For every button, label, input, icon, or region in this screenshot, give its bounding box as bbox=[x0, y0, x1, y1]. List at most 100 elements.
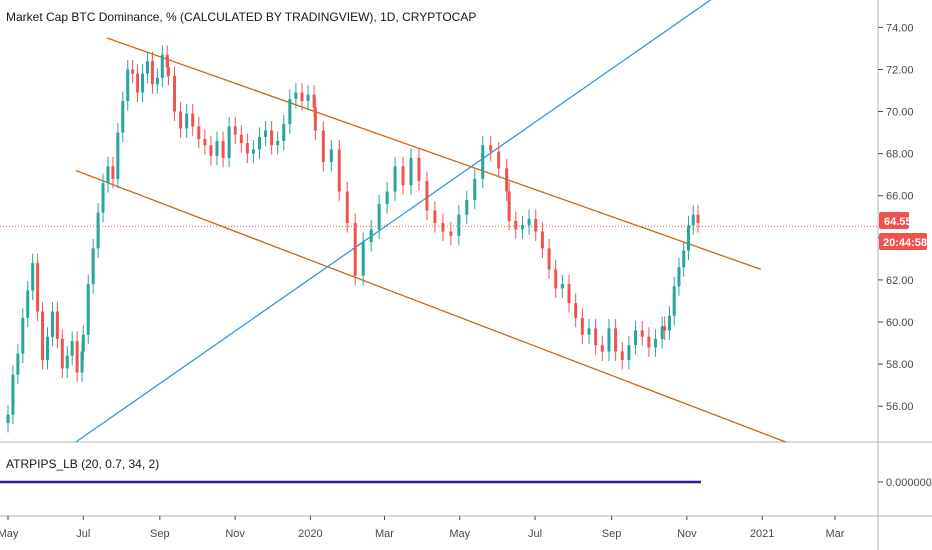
candle-body bbox=[111, 166, 115, 179]
x-tick-label: May bbox=[449, 528, 470, 540]
y-tick-label: 56.00 bbox=[886, 401, 914, 413]
candle-body bbox=[567, 284, 571, 304]
y-tick-label: 60.00 bbox=[886, 317, 914, 329]
candle-body bbox=[634, 330, 638, 346]
candle-body bbox=[36, 263, 40, 312]
candle-body bbox=[264, 130, 268, 137]
candle-body bbox=[534, 218, 538, 232]
candle-body bbox=[682, 250, 686, 268]
candle-body bbox=[91, 248, 95, 285]
candle-body bbox=[179, 111, 183, 129]
candle-body bbox=[21, 317, 25, 354]
candle-body bbox=[672, 286, 676, 316]
candle-body bbox=[580, 317, 584, 335]
candle-body bbox=[166, 67, 170, 76]
candle-body bbox=[306, 94, 310, 102]
candle-body bbox=[233, 126, 237, 135]
candle-body bbox=[221, 141, 225, 158]
candle-body bbox=[401, 166, 405, 186]
candle-body bbox=[86, 284, 90, 335]
candle-body bbox=[203, 138, 207, 146]
candle-body bbox=[70, 340, 74, 356]
candle-body bbox=[417, 157, 421, 182]
candle-body bbox=[507, 191, 511, 221]
candle-body bbox=[294, 92, 298, 99]
candle-body bbox=[600, 345, 604, 352]
candle-body bbox=[660, 326, 664, 339]
x-tick-label: Mar bbox=[826, 528, 845, 540]
candle-body bbox=[385, 191, 389, 205]
candle-body bbox=[361, 242, 365, 276]
x-tick-label: Jul bbox=[528, 528, 542, 540]
candle-body bbox=[329, 149, 333, 163]
candle-body bbox=[141, 73, 145, 93]
candle-body bbox=[667, 315, 671, 331]
candle-body bbox=[300, 92, 304, 102]
y-tick-label: 62.00 bbox=[886, 275, 914, 287]
candle-body bbox=[520, 225, 524, 230]
indicator-title[interactable]: ATRPIPS_LB (20, 0.7, 34, 2) bbox=[6, 457, 159, 471]
candle-body bbox=[185, 113, 189, 129]
candle-body bbox=[560, 284, 564, 289]
candle-body bbox=[409, 157, 413, 186]
candle-body bbox=[11, 374, 15, 415]
candle-body bbox=[65, 355, 69, 369]
y-axis[interactable]: 56.0058.0060.0062.0064.0066.0068.0070.00… bbox=[878, 22, 914, 413]
candle-body bbox=[270, 130, 274, 146]
candle-body bbox=[101, 183, 105, 213]
candle-body bbox=[209, 145, 213, 156]
x-tick-label: Jul bbox=[76, 528, 90, 540]
candle-body bbox=[594, 328, 598, 346]
x-tick-label: 2021 bbox=[750, 528, 774, 540]
y-tick-label: 72.00 bbox=[886, 64, 914, 76]
x-tick-label: 2020 bbox=[298, 528, 322, 540]
x-tick-label: May bbox=[0, 528, 19, 540]
candle-body bbox=[587, 328, 591, 335]
candle-body bbox=[312, 94, 316, 108]
rising-trendline-line[interactable] bbox=[75, 0, 717, 443]
y-tick-label: 74.00 bbox=[886, 22, 914, 34]
y-tick-label: 70.00 bbox=[886, 107, 914, 119]
candle-body bbox=[45, 336, 49, 360]
candle-body bbox=[345, 191, 349, 224]
x-axis[interactable]: May Jul Sep Nov 2020 Mar May Jul Sep Nov 2021 Mar bbox=[0, 516, 845, 540]
x-tick-label: Nov bbox=[225, 528, 245, 540]
y-tick-label: 68.00 bbox=[886, 149, 914, 161]
last-price-label: 64.55 bbox=[884, 216, 912, 228]
candle-body bbox=[50, 311, 54, 337]
candle-body bbox=[173, 75, 177, 112]
candle-body bbox=[276, 141, 280, 146]
candle-body bbox=[353, 223, 357, 276]
candle-body bbox=[574, 303, 578, 318]
upper-channel-line[interactable] bbox=[106, 37, 762, 271]
x-tick-label: Sep bbox=[150, 528, 170, 540]
countdown-badge bbox=[879, 233, 927, 250]
indicator-value-label: 0.000000 bbox=[886, 477, 932, 489]
lower-channel-line[interactable] bbox=[75, 169, 786, 443]
candle-body bbox=[691, 214, 695, 226]
trendlines[interactable] bbox=[75, 0, 786, 443]
y-tick-label: 66.00 bbox=[886, 191, 914, 203]
candle-body bbox=[441, 223, 445, 232]
candle-body bbox=[514, 221, 518, 230]
candle-body bbox=[81, 334, 85, 352]
candle-body bbox=[547, 248, 551, 270]
candle-body bbox=[227, 126, 231, 158]
candle-body bbox=[677, 267, 681, 287]
candle-body bbox=[449, 231, 453, 236]
candle-body bbox=[257, 136, 261, 150]
candle-body bbox=[55, 311, 59, 339]
candle-body bbox=[620, 351, 624, 360]
x-tick-label: Mar bbox=[375, 528, 394, 540]
candle-body bbox=[251, 149, 255, 154]
candle-body bbox=[96, 212, 100, 249]
candle-body bbox=[696, 214, 700, 224]
candle-body bbox=[197, 126, 201, 139]
candle-body bbox=[489, 145, 493, 152]
candle-body bbox=[321, 130, 325, 163]
candle-body bbox=[145, 61, 149, 74]
candle-body bbox=[313, 107, 317, 131]
candle-body bbox=[337, 149, 341, 192]
